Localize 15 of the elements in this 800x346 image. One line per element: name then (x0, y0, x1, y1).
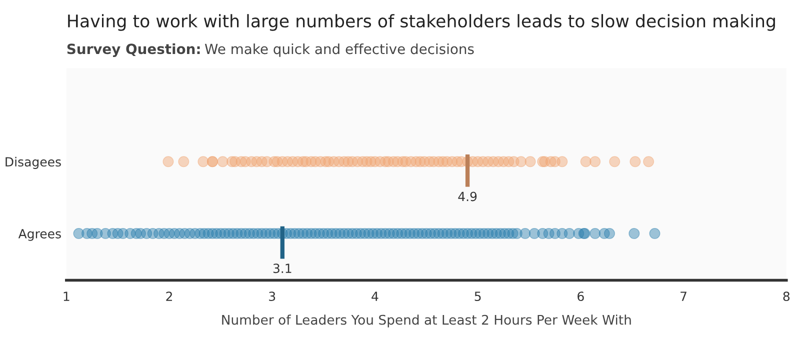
x-tick-label: 3 (269, 292, 276, 302)
x-tick-label: 5 (474, 292, 481, 302)
annotation: 3.1 (273, 264, 292, 274)
x-tick-label: 4 (372, 292, 378, 301)
chart-title: Having to work with large numbers of stakeholders leads to slow decision making (68, 14, 775, 31)
chart-subtitle: Survey Question: We make quick and effective decisions (67, 43, 474, 57)
y-tick-label: Agrees (18, 229, 61, 241)
x-tick-label: 8 (783, 292, 790, 302)
x-tick-label: 6 (578, 292, 584, 302)
x-axis-title: Number of Leaders You Spend at Least 2 Hours Per Week With (222, 314, 631, 328)
annotation: 4.9 (458, 192, 477, 202)
x-tick-label: 2 (166, 292, 172, 301)
x-tick-label: 7 (680, 292, 686, 301)
x-tick-label: 1 (64, 292, 70, 301)
y-tick-label: Disagees (6, 156, 61, 169)
